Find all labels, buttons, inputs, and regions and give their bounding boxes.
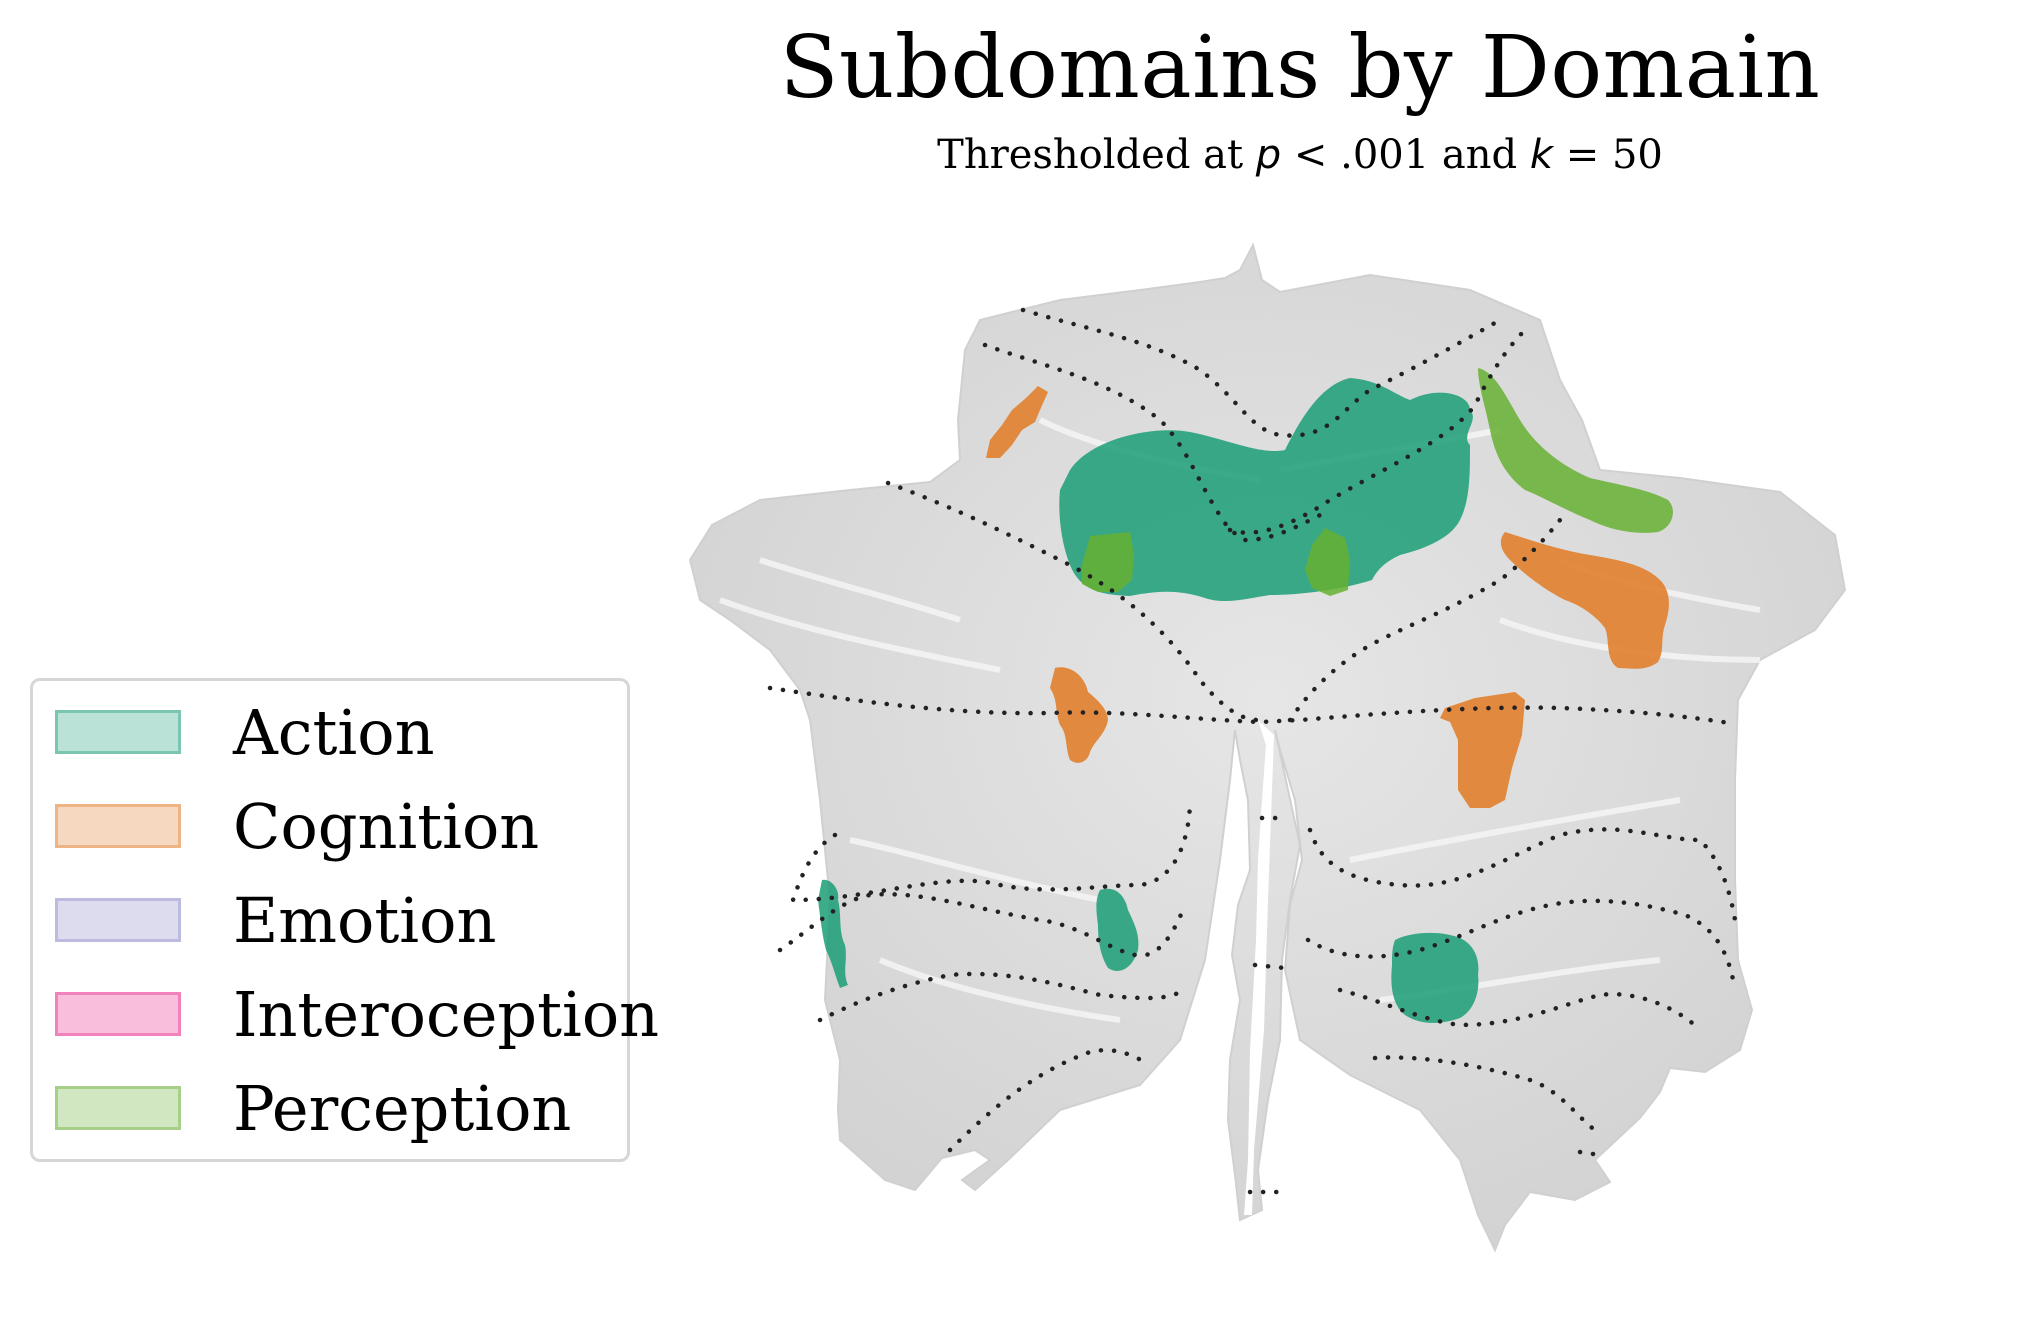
legend-label: Emotion — [233, 883, 497, 957]
cognition-cluster-right-crus — [1440, 692, 1525, 808]
cognition-cluster-left-crus — [1050, 667, 1108, 763]
perception-cluster-superior-right — [1478, 368, 1673, 533]
perception-cluster-superior-mid — [1305, 528, 1350, 596]
action-cluster-right — [1391, 932, 1479, 1023]
perception-clusters — [1082, 368, 1673, 596]
action-cluster-left-lateral — [818, 879, 848, 988]
perception-cluster-superior-left — [1082, 532, 1134, 592]
figure-title: Subdomains by Domain — [779, 18, 1821, 118]
legend-label: Action — [233, 695, 435, 769]
legend-swatch-perception — [55, 1086, 181, 1130]
subtitle-prefix: Thresholded at — [937, 132, 1256, 178]
action-cluster-left-medial — [1096, 888, 1139, 971]
legend-item-interoception: Interoception — [55, 977, 660, 1051]
action-cluster-superior — [1059, 378, 1473, 602]
legend-swatch-emotion — [55, 898, 181, 942]
legend: Action Cognition Emotion Interoception Perce… — [30, 678, 659, 1162]
legend-item-perception: Perception — [55, 1071, 572, 1145]
cognition-clusters — [986, 386, 1669, 808]
legend-item-cognition: Cognition — [55, 789, 540, 863]
legend-swatch-interoception — [55, 992, 181, 1036]
subtitle-k-condition: = 50 — [1553, 132, 1663, 178]
lobule-boundaries — [767, 307, 1738, 1195]
legend-swatch-action — [55, 710, 181, 754]
vermis-notch — [1244, 720, 1274, 1215]
action-clusters — [818, 378, 1479, 1023]
legend-label: Cognition — [233, 789, 540, 863]
legend-label: Perception — [233, 1071, 572, 1145]
subtitle-p-symbol: p — [1255, 132, 1282, 178]
subtitle-k-symbol: k — [1529, 132, 1553, 178]
cognition-cluster-superior-left — [986, 386, 1048, 458]
legend-item-emotion: Emotion — [55, 883, 497, 957]
legend-label: Interoception — [233, 977, 660, 1051]
figure-subtitle: Thresholded at p < .001 and k = 50 — [600, 132, 2000, 178]
subtitle-p-condition: < .001 and — [1281, 132, 1530, 178]
legend-item-action: Action — [55, 695, 435, 769]
cognition-cluster-right-lateral — [1500, 532, 1669, 669]
legend-swatch-cognition — [55, 804, 181, 848]
